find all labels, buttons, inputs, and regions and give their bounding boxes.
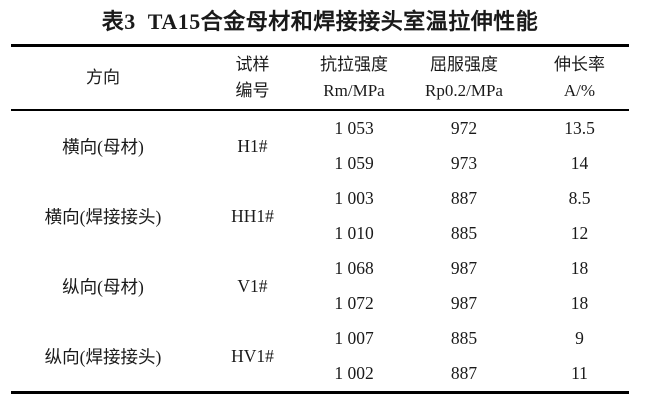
table-row: 1 002 887 11 (11, 356, 629, 393)
rm-cell: 1 007 (334, 328, 374, 348)
col-header-direction-label: 方向 (86, 68, 120, 87)
direction-cell: 横向(母材) (62, 136, 144, 157)
elongation-cell: 14 (570, 153, 589, 173)
header-row: 方向 试样 编号 抗拉强度 Rm/MPa 屈服强度 Rp0.2/MPa 伸长率 … (11, 46, 629, 111)
elongation-cell: 13.5 (564, 118, 595, 138)
direction-cell: 纵向(母材) (62, 276, 144, 297)
table-row: 横向(焊接接头) HH1# 1 003 887 8.5 (11, 181, 629, 227)
table-row: 纵向(焊接接头) HV1# 1 007 885 9 (11, 321, 629, 367)
col-header-tensile-strength: 抗拉强度 Rm/MPa (310, 46, 398, 111)
rm-cell: 1 002 (334, 363, 374, 383)
col-header-yield-line2: Rp0.2/MPa (425, 81, 503, 100)
rp02-cell: 887 (450, 363, 478, 383)
col-header-elongation: 伸长率 A/% (530, 46, 629, 111)
elongation-cell: 9 (575, 328, 584, 348)
table-row: 横向(母材) H1# 1 053 972 13.5 (11, 110, 629, 157)
rp02-cell: 885 (450, 223, 478, 243)
col-header-direction: 方向 (11, 46, 195, 111)
table-caption: 表3 TA15合金母材和焊接接头室温拉伸性能 (101, 9, 539, 34)
rp02-cell: 972 (450, 118, 478, 138)
elongation-cell: 8.5 (568, 188, 591, 208)
rm-cell: 1 010 (334, 223, 374, 243)
rp02-cell: 887 (450, 188, 478, 208)
rp02-cell: 973 (450, 153, 478, 173)
table-row: 纵向(母材) V1# 1 068 987 18 (11, 251, 629, 297)
col-header-specimen-line2: 编号 (235, 81, 270, 100)
elongation-cell: 18 (570, 293, 589, 313)
specimen-cell: HV1# (231, 345, 274, 366)
direction-cell: 纵向(焊接接头) (44, 346, 162, 367)
direction-cell: 横向(焊接接头) (44, 206, 162, 227)
rm-cell: 1 053 (334, 118, 374, 138)
table-row: 1 072 987 18 (11, 286, 629, 321)
rp02-cell: 987 (450, 293, 478, 313)
rm-cell: 1 068 (334, 258, 374, 278)
specimen-cell: H1# (237, 135, 268, 156)
tensile-properties-table: 方向 试样 编号 抗拉强度 Rm/MPa 屈服强度 Rp0.2/MPa 伸长率 … (11, 44, 629, 394)
col-header-specimen-line1: 试样 (235, 55, 270, 74)
rm-cell: 1 059 (334, 153, 374, 173)
specimen-cell: V1# (237, 275, 268, 296)
rm-cell: 1 003 (334, 188, 374, 208)
col-header-yield-line1: 屈服强度 (430, 55, 498, 74)
elongation-cell: 11 (571, 363, 588, 383)
rp02-cell: 987 (450, 258, 478, 278)
elongation-cell: 12 (570, 223, 589, 243)
elongation-cell: 18 (570, 258, 589, 278)
rp02-cell: 885 (450, 328, 478, 348)
col-header-yield-strength: 屈服强度 Rp0.2/MPa (398, 46, 530, 111)
specimen-cell: HH1# (231, 205, 274, 226)
col-header-elongation-line2: A/% (563, 81, 596, 100)
col-header-tensile-line1: 抗拉强度 (320, 55, 388, 74)
col-header-elongation-line1: 伸长率 (554, 55, 605, 74)
rm-cell: 1 072 (334, 293, 374, 313)
col-header-specimen-no: 试样 编号 (195, 46, 310, 111)
col-header-tensile-line2: Rm/MPa (323, 81, 385, 100)
table-row: 1 059 973 14 (11, 146, 629, 181)
table-row: 1 010 885 12 (11, 216, 629, 251)
